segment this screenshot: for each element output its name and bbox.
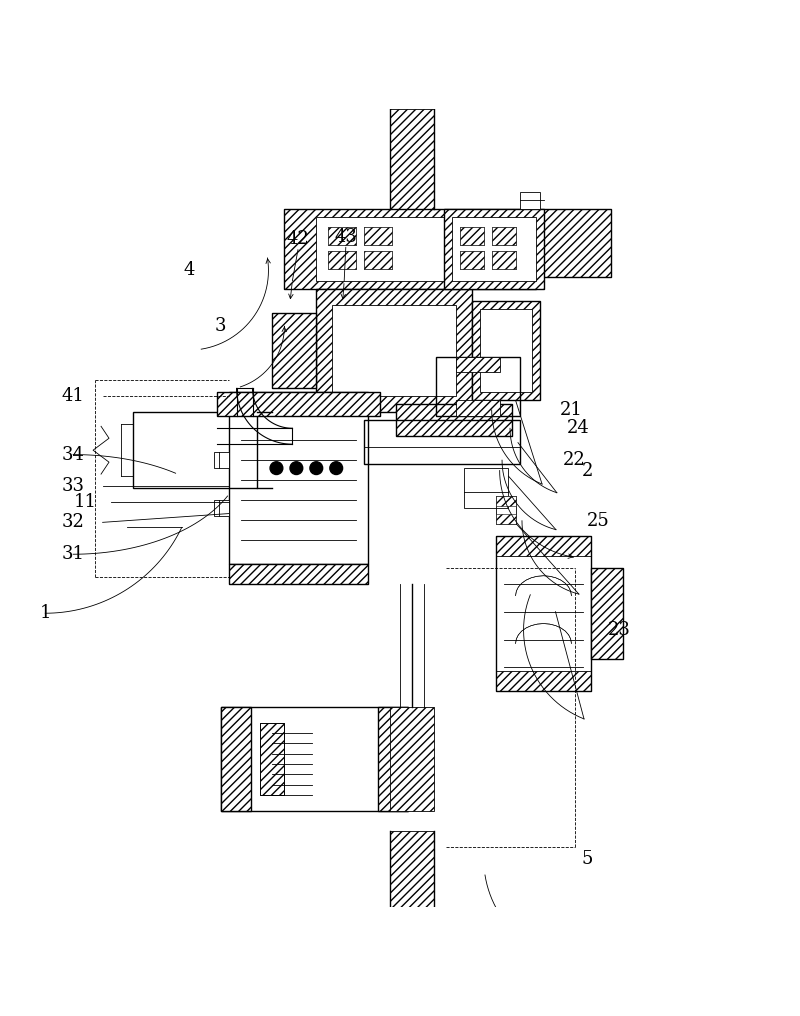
Bar [390, 831, 434, 906]
Bar [436, 357, 519, 417]
Bar [221, 707, 251, 811]
Bar [535, 209, 611, 276]
Bar [390, 110, 434, 209]
Text: 3: 3 [215, 317, 226, 335]
Text: 33: 33 [62, 478, 85, 496]
Bar [328, 228, 356, 245]
Bar [472, 301, 539, 400]
Bar [378, 707, 408, 811]
Text: 23: 23 [608, 621, 630, 639]
Bar [460, 251, 484, 269]
Text: 32: 32 [62, 513, 85, 531]
Circle shape [270, 461, 283, 474]
Bar [221, 707, 251, 811]
Bar [390, 707, 434, 811]
Bar [460, 251, 484, 269]
Bar [229, 392, 368, 564]
Bar [456, 357, 500, 373]
Bar [492, 228, 515, 245]
Text: 42: 42 [286, 231, 310, 248]
Text: 4: 4 [183, 261, 194, 279]
Bar [316, 289, 472, 412]
Bar [452, 217, 535, 280]
Bar [396, 404, 512, 436]
Bar [396, 404, 512, 436]
Bar [496, 496, 515, 524]
Bar [332, 305, 456, 396]
Text: 25: 25 [586, 512, 609, 529]
Bar [328, 251, 356, 269]
Bar [535, 209, 611, 276]
Bar [444, 209, 543, 289]
Circle shape [290, 461, 302, 474]
Bar [492, 228, 515, 245]
Bar [496, 496, 515, 506]
Bar [261, 723, 285, 795]
Bar [464, 468, 508, 508]
Bar [229, 564, 368, 584]
Bar [519, 191, 539, 209]
Bar [316, 217, 472, 280]
Bar [328, 228, 356, 245]
Bar [133, 412, 257, 488]
Circle shape [310, 461, 322, 474]
Bar [364, 421, 519, 464]
Bar [378, 707, 408, 811]
Bar [316, 289, 472, 412]
Bar [472, 301, 539, 400]
Bar [217, 392, 380, 417]
Bar [591, 568, 623, 659]
Text: 1: 1 [39, 605, 51, 622]
Bar [492, 251, 515, 269]
Bar [496, 535, 591, 691]
Bar [444, 209, 543, 289]
Bar [456, 400, 500, 417]
Bar [496, 535, 591, 556]
Bar [221, 707, 408, 811]
Bar [492, 251, 515, 269]
Bar [328, 251, 356, 269]
Text: 24: 24 [566, 420, 589, 437]
Text: 5: 5 [582, 849, 593, 868]
Bar [496, 514, 515, 524]
Text: 41: 41 [62, 387, 85, 405]
Text: 21: 21 [560, 401, 583, 419]
Text: 43: 43 [334, 228, 358, 246]
Bar [214, 500, 229, 516]
Bar [285, 209, 535, 289]
Bar [217, 392, 380, 417]
Bar [229, 564, 368, 584]
Bar [273, 313, 316, 388]
Bar [364, 251, 392, 269]
Bar [261, 723, 285, 795]
Circle shape [330, 461, 342, 474]
Bar [214, 452, 229, 468]
Text: 34: 34 [62, 446, 85, 463]
Bar [285, 209, 535, 289]
Bar [364, 251, 392, 269]
Bar [460, 228, 484, 245]
Bar [496, 672, 591, 691]
Bar [273, 313, 316, 388]
Text: 11: 11 [74, 494, 97, 511]
Text: 31: 31 [62, 546, 85, 563]
Bar [591, 568, 623, 659]
Text: 22: 22 [562, 451, 585, 469]
Bar [480, 309, 531, 392]
Bar [460, 228, 484, 245]
Text: 2: 2 [582, 461, 593, 480]
Bar [364, 228, 392, 245]
Bar [364, 228, 392, 245]
